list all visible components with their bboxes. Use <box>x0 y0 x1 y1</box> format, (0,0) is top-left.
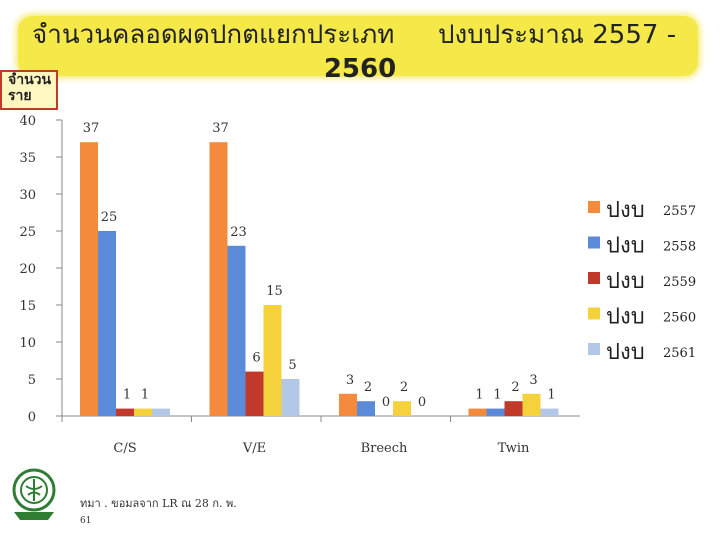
y-tick-label: 0 <box>28 410 36 425</box>
data-label: 5 <box>288 358 296 373</box>
legend-year: 2558 <box>663 240 696 255</box>
chart-title-part3: 2560 <box>323 54 397 84</box>
data-label: 25 <box>101 210 118 225</box>
data-label: 1 <box>141 388 149 403</box>
legend-label: ปงบ <box>606 340 645 365</box>
x-tick-label: Breech <box>361 441 408 456</box>
bar <box>134 408 152 416</box>
legend-year: 2559 <box>663 275 696 290</box>
data-label: 2 <box>400 380 408 395</box>
y-tick-label: 20 <box>19 262 36 277</box>
data-label: 15 <box>266 284 283 299</box>
y-tick-label: 10 <box>19 336 36 351</box>
bar <box>209 142 228 416</box>
y-axis-label: จำนวนราย <box>0 70 58 110</box>
bar <box>245 371 264 416</box>
data-label: 0 <box>382 395 390 410</box>
ministry-logo-icon <box>12 468 56 520</box>
data-label: 1 <box>547 388 555 403</box>
footer-page-number: 61 <box>80 516 92 526</box>
data-label: 37 <box>212 121 229 136</box>
bar <box>540 408 559 416</box>
x-tick-label: C/S <box>113 441 136 456</box>
y-tick-label: 15 <box>19 299 36 314</box>
y-tick-label: 40 <box>19 114 36 129</box>
y-tick-label: 25 <box>19 225 36 240</box>
data-label: 3 <box>529 373 537 388</box>
legend-swatch <box>588 272 600 284</box>
chart-title: จำนวนคลอดผดปกตแยกประเภท ปงบประมาณ 2557 - <box>18 6 698 50</box>
data-label: 6 <box>252 351 260 366</box>
legend-label: ปงบ <box>606 234 645 259</box>
data-label: 37 <box>83 121 100 136</box>
bar <box>116 408 134 416</box>
legend-label: ปงบ <box>606 305 645 330</box>
data-label: 1 <box>493 388 501 403</box>
data-label: 0 <box>418 395 426 410</box>
legend-swatch <box>588 343 600 355</box>
x-tick-label: V/E <box>242 441 266 456</box>
data-label: 1 <box>123 388 131 403</box>
data-label: 3 <box>346 373 354 388</box>
legend-year: 2561 <box>663 346 696 361</box>
legend-swatch <box>588 307 600 320</box>
chart-title-part2: ปงบประมาณ 2557 - <box>438 20 677 50</box>
legend-swatch <box>588 201 600 213</box>
bar <box>227 245 246 416</box>
bar <box>98 231 116 416</box>
data-label: 2 <box>511 380 519 395</box>
bar <box>339 393 357 416</box>
data-label: 1 <box>475 388 483 403</box>
title-banner <box>18 16 698 76</box>
bar <box>486 408 505 416</box>
bar <box>80 142 98 416</box>
chart-title-part1: จำนวนคลอดผดปกตแยกประเภท <box>32 20 395 50</box>
y-tick-label: 30 <box>19 188 36 203</box>
legend-swatch <box>588 236 600 249</box>
data-label: 2 <box>364 380 372 395</box>
bar <box>281 379 300 416</box>
x-tick-label: Twin <box>498 441 530 456</box>
legend-label: ปงบ <box>606 269 645 294</box>
bar <box>152 408 170 416</box>
bar <box>468 408 487 416</box>
data-label: 23 <box>230 225 247 240</box>
bar <box>504 401 523 416</box>
legend-label: ปงบ <box>606 198 645 223</box>
bar <box>522 393 541 416</box>
footer-source: ทมา . ขอมลจาก LR ณ 28 ก. พ. <box>80 497 237 510</box>
bar <box>263 305 282 416</box>
y-tick-label: 5 <box>28 373 36 388</box>
legend-year: 2560 <box>663 311 696 326</box>
legend-year: 2557 <box>663 204 696 219</box>
bar <box>357 401 375 416</box>
y-tick-label: 35 <box>19 151 36 166</box>
bar <box>393 401 411 416</box>
